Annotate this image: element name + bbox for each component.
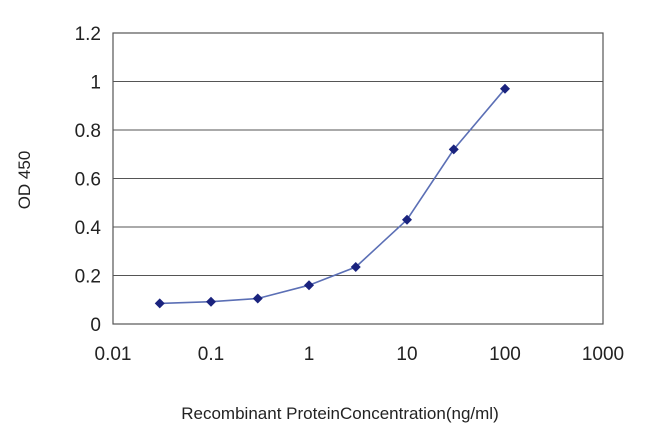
x-tick-label: 1000 — [582, 344, 624, 365]
x-tick-label: 1 — [304, 344, 315, 365]
y-tick-label: 0.4 — [75, 218, 102, 239]
x-tick-label: 0.01 — [95, 344, 132, 365]
data-point — [500, 83, 510, 94]
data-point — [154, 298, 165, 309]
x-tick-label: 0.1 — [198, 344, 224, 365]
y-axis-title: OD 450 — [15, 151, 34, 210]
data-series — [154, 83, 510, 309]
y-tick-label: 0.8 — [75, 121, 101, 142]
y-tick-label: 0 — [90, 315, 101, 336]
data-point — [206, 296, 216, 307]
data-point — [304, 280, 314, 291]
y-tick-labels: 0 0.2 0.4 0.6 0.8 1 1.2 — [75, 24, 102, 336]
x-tick-label: 100 — [489, 344, 521, 365]
x-tick-label: 10 — [396, 344, 417, 365]
data-point — [350, 262, 361, 273]
y-tick-label: 1 — [90, 73, 101, 94]
y-tick-label: 0.6 — [75, 170, 101, 191]
series-line — [159, 88, 506, 305]
x-axis-title: Recombinant ProteinConcentration(ng/ml) — [181, 404, 499, 423]
grid-lines — [113, 80, 603, 277]
data-point — [448, 144, 459, 155]
data-point — [402, 214, 412, 225]
x-tick-labels: 0.01 0.1 1 10 100 1000 — [95, 344, 625, 365]
data-point — [252, 293, 263, 304]
y-tick-label: 1.2 — [75, 24, 101, 45]
y-tick-label: 0.2 — [75, 267, 101, 288]
